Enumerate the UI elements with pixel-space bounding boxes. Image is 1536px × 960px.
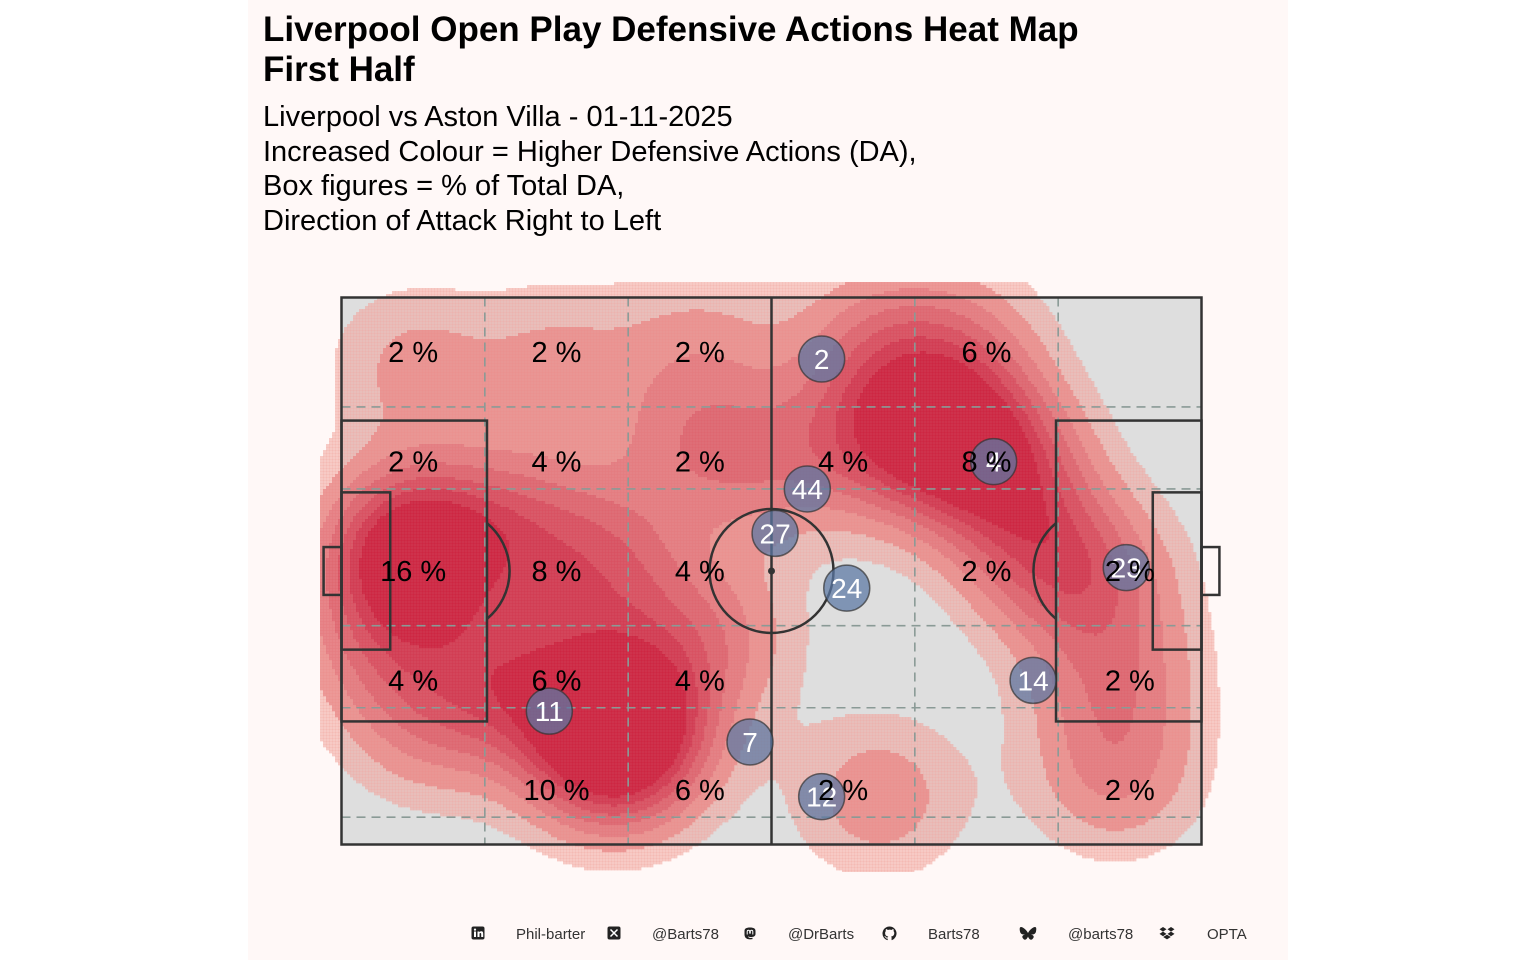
player-marker-2: 2: [799, 336, 845, 382]
footer-x-label[interactable]: @Barts78: [652, 926, 719, 944]
player-number: 24: [831, 573, 862, 604]
zone-label: 6 %: [675, 775, 725, 807]
footer-source-label[interactable]: OPTA: [1207, 926, 1247, 944]
linkedin-icon[interactable]: [470, 926, 486, 942]
zone-label: 2 %: [1105, 556, 1155, 588]
github-icon[interactable]: [881, 926, 897, 942]
zone-label: 2 %: [962, 556, 1012, 588]
zone-label: 8 %: [962, 447, 1012, 479]
dropbox-icon[interactable]: [1159, 926, 1175, 942]
zone-label: 6 %: [532, 665, 582, 697]
zone-label: 4 %: [675, 556, 725, 588]
player-number: 14: [1018, 665, 1049, 696]
player-marker-24: 24: [824, 565, 870, 611]
player-number: 27: [760, 518, 791, 549]
player-marker-27: 27: [752, 510, 798, 556]
player-number: 2: [814, 344, 830, 375]
footer-credits: Phil-barter @Barts78 @DrBarts Barts78 @b…: [0, 924, 1536, 948]
zone-label: 2 %: [1105, 665, 1155, 697]
zone-label: 4 %: [388, 665, 438, 697]
player-number: 7: [742, 727, 758, 758]
zone-label: 2 %: [532, 337, 582, 369]
zone-label: 6 %: [962, 337, 1012, 369]
centre-spot: [768, 568, 775, 575]
zone-label: 2 %: [675, 447, 725, 479]
footer-mastodon-label[interactable]: @DrBarts: [788, 926, 854, 944]
x-icon[interactable]: [606, 926, 622, 942]
zone-label: 4 %: [818, 447, 868, 479]
footer-bluesky-label[interactable]: @barts78: [1068, 926, 1133, 944]
player-marker-7: 7: [727, 719, 773, 765]
zone-label: 2 %: [388, 447, 438, 479]
zone-label: 4 %: [675, 665, 725, 697]
footer-linkedin-label[interactable]: Phil-barter: [516, 926, 585, 944]
zone-label: 2 %: [388, 337, 438, 369]
player-number: 11: [535, 696, 564, 727]
footer-github-label[interactable]: Barts78: [928, 926, 980, 944]
zone-label: 8 %: [532, 556, 582, 588]
zone-label: 16 %: [380, 556, 446, 588]
player-marker-14: 14: [1010, 657, 1056, 703]
zone-label: 4 %: [532, 447, 582, 479]
zone-label: 2 %: [1105, 775, 1155, 807]
zone-label: 2 %: [675, 337, 725, 369]
mastodon-icon[interactable]: [742, 926, 758, 942]
zone-label: 2 %: [818, 775, 868, 807]
bluesky-icon[interactable]: [1019, 926, 1035, 942]
zone-label: 10 %: [523, 775, 589, 807]
